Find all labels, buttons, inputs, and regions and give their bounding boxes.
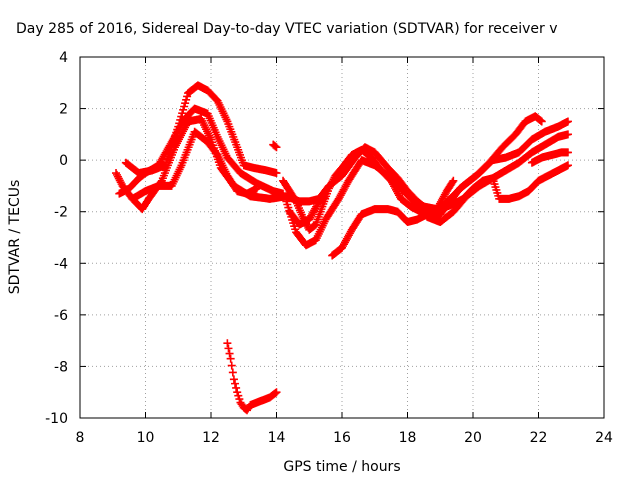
data-point [271,142,280,151]
x-tick-label: 18 [399,430,417,446]
y-tick-label: -2 [54,205,68,221]
y-tick-label: 4 [59,50,68,66]
data-point [563,130,572,139]
grid [80,57,604,418]
x-tick-label: 24 [595,430,613,446]
data-point [226,354,235,363]
data-point [227,361,236,370]
y-tick-label: -8 [54,359,68,375]
data-point [563,148,572,157]
data-point [229,375,238,384]
data-series [282,130,572,250]
x-tick-label: 22 [530,430,548,446]
data-point [537,117,546,126]
x-tick-label: 20 [464,430,482,446]
data-point [272,143,281,152]
data-series [128,127,261,203]
x-axis-label: GPS time / hours [283,459,400,475]
y-tick-label: -6 [54,308,68,324]
data-point [225,349,234,358]
data-point [224,344,233,353]
data-series [269,140,281,152]
y-tick-label: -4 [54,256,68,272]
data-point [321,192,330,201]
data-point [223,339,232,348]
data-point [272,169,281,178]
data-marks [112,81,572,415]
data-series [115,104,288,198]
data-series [419,176,458,214]
data-point [563,161,572,170]
data-point [272,388,281,397]
y-tick-label: -10 [45,411,68,427]
data-series [328,161,572,260]
data-point [232,383,241,392]
data-point [252,184,261,193]
x-tick-label: 10 [137,430,155,446]
data-point [448,178,457,187]
data-point [228,368,237,377]
data-point [231,379,240,388]
data-point [449,176,458,185]
data-series [121,81,281,178]
y-tick-label: 2 [59,102,68,118]
x-tick-label: 12 [202,430,220,446]
y-tick-label: 0 [59,153,68,169]
x-tick-label: 14 [268,430,286,446]
data-series [527,148,572,167]
data-point [563,117,572,126]
y-axis-label: SDTVAR / TECUs [7,180,23,295]
data-series [223,339,281,415]
data-point [279,189,288,198]
x-tick-label: 8 [76,430,85,446]
x-tick-label: 16 [333,430,351,446]
data-series [285,192,330,229]
chart-title: Day 285 of 2016, Sidereal Day-to-day VTE… [16,21,558,37]
